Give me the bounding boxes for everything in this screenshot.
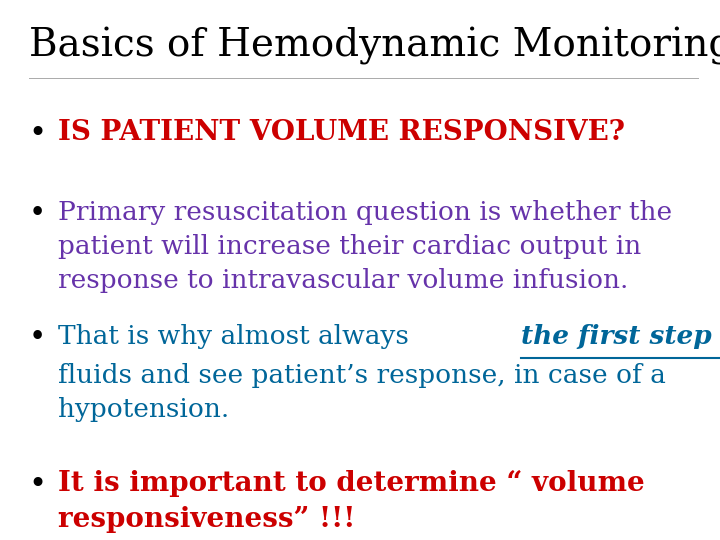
Text: fluids and see patient’s response, in case of a
hypotension.: fluids and see patient’s response, in ca… — [58, 363, 665, 422]
Text: •: • — [29, 200, 46, 228]
Text: the first step: the first step — [521, 324, 712, 349]
Text: Primary resuscitation question is whether the
patient will increase their cardia: Primary resuscitation question is whethe… — [58, 200, 672, 293]
Text: IS PATIENT VOLUME RESPONSIVE?: IS PATIENT VOLUME RESPONSIVE? — [58, 119, 625, 146]
Text: •: • — [29, 324, 46, 352]
Text: Basics of Hemodynamic Monitoring: Basics of Hemodynamic Monitoring — [29, 27, 720, 65]
Text: •: • — [29, 470, 47, 501]
Text: That is why almost always: That is why almost always — [58, 324, 417, 349]
Text: •: • — [29, 119, 47, 150]
Text: It is important to determine “ volume
responsiveness” !!!: It is important to determine “ volume re… — [58, 470, 644, 534]
